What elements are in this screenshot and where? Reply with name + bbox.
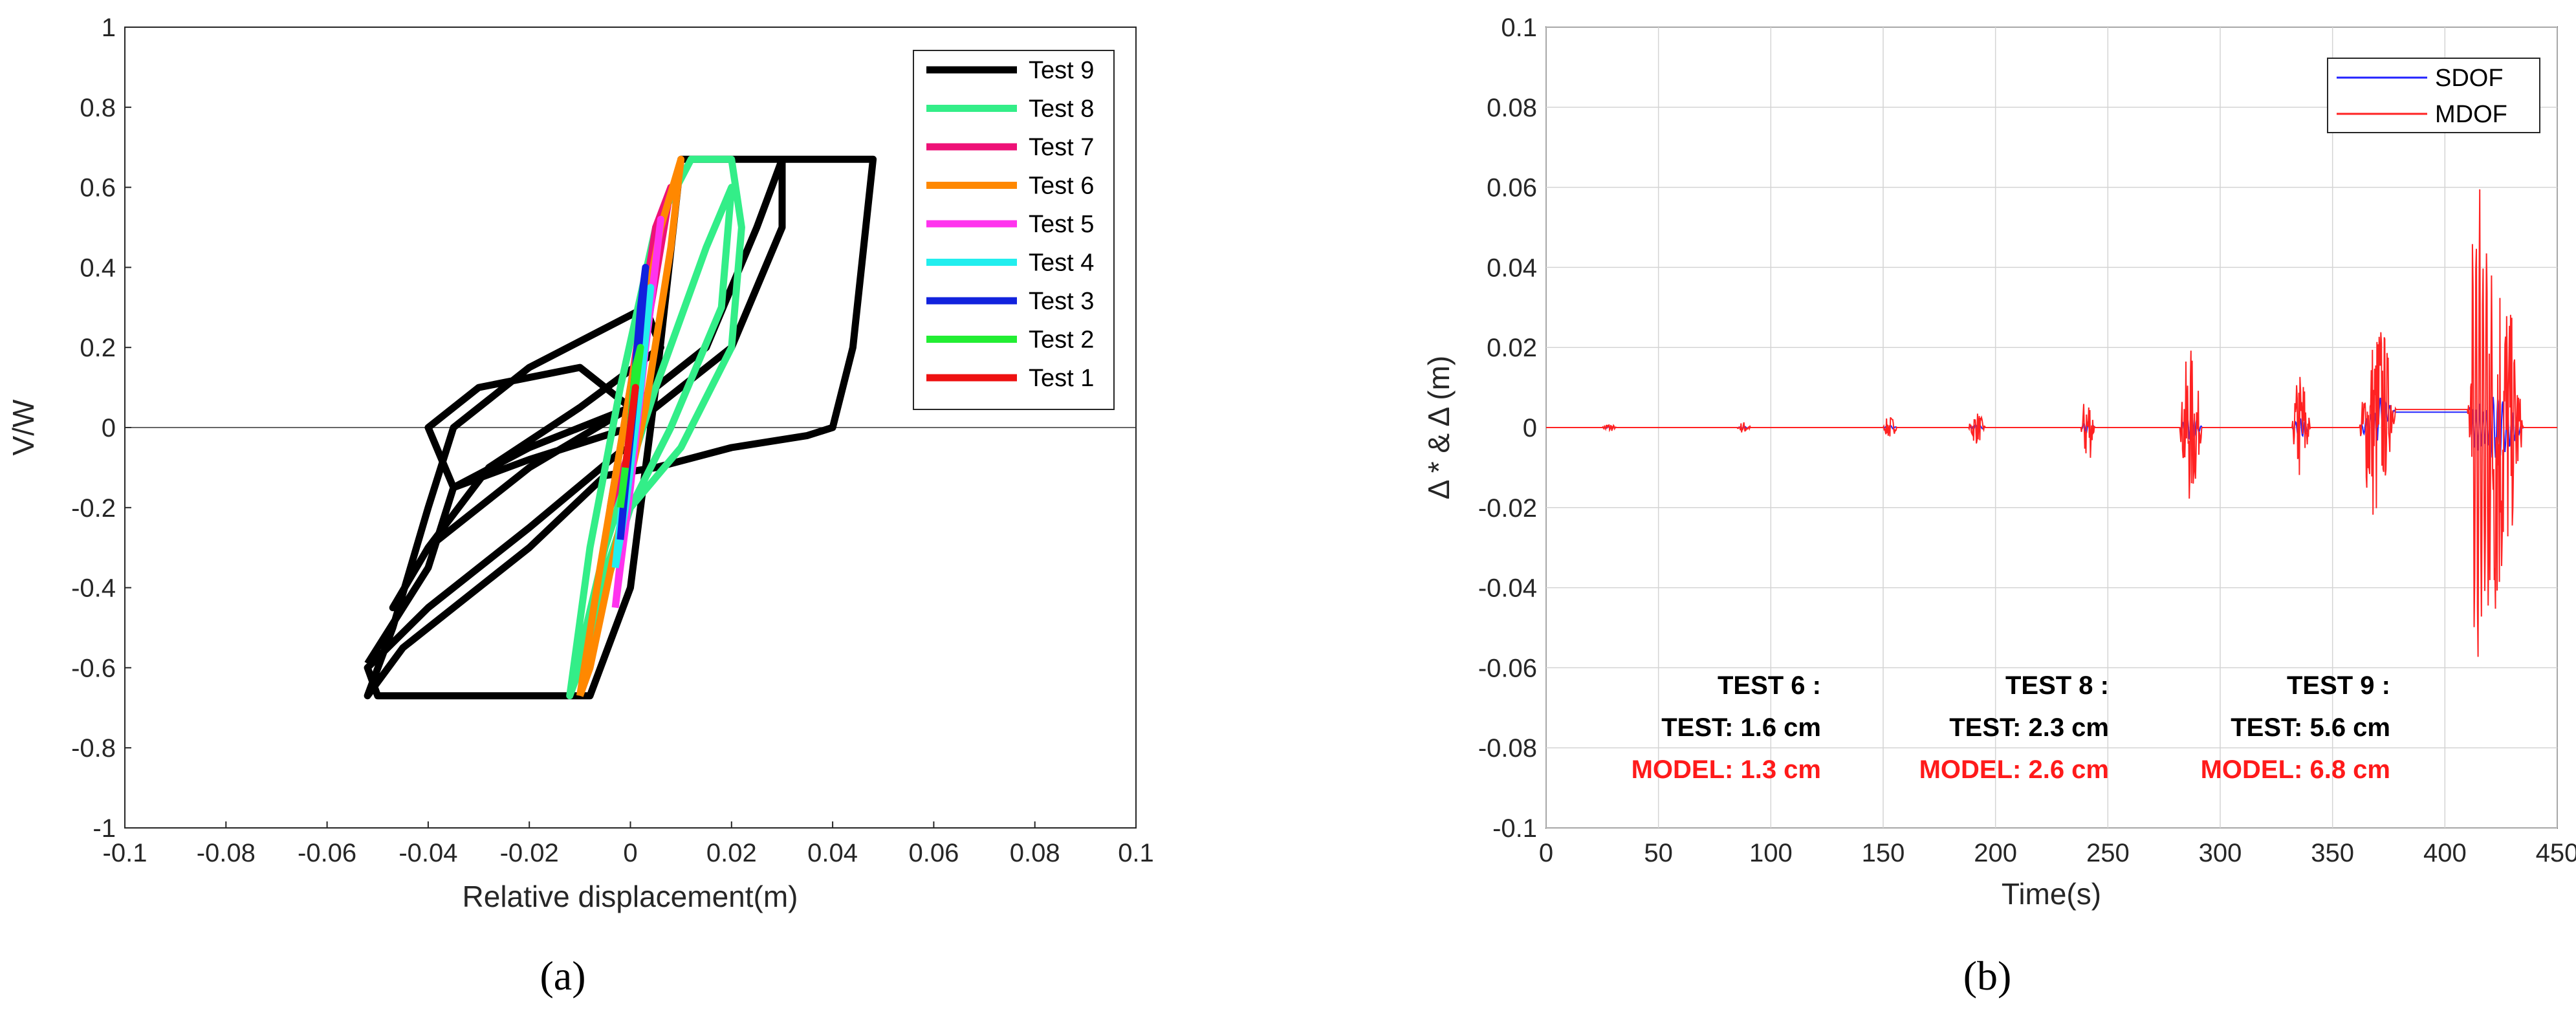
legend-entry-a: Test 9: [1029, 57, 1094, 84]
legend-entry-a: Test 5: [1029, 211, 1094, 238]
y-tick-label-a: 0: [102, 414, 116, 442]
y-ticks-a: -1 -0.8 -0.6 -0.4 -0.2 0 0.2 0.4 0.6 0.8 1: [71, 14, 131, 843]
x-tick-label-a: -0.06: [298, 839, 356, 867]
x-tick-label-b: 0: [1539, 839, 1553, 867]
series-line-test-9: [364, 155, 877, 700]
y-tick-label-a: -0.6: [71, 654, 116, 682]
y-tick-label-b: 0.08: [1487, 94, 1537, 122]
annotation-title: TEST 9 :: [2287, 671, 2390, 700]
y-tick-label-a: 0.6: [80, 174, 116, 202]
legend-box-b: [2327, 58, 2540, 133]
series-line-mdof: [1546, 189, 2557, 657]
y-tick-label-b: -0.1: [1492, 814, 1537, 843]
x-tick-label-b: 400: [2423, 839, 2467, 867]
y-ticks-b: -0.1 -0.08 -0.06 -0.04 -0.02 0 0.02 0.04 0.06 0.0…: [1478, 14, 1537, 843]
y-tick-label-b: -0.02: [1478, 494, 1537, 523]
annotation-test: TEST: 5.6 cm: [2231, 713, 2390, 742]
x-ticks-a: -0.1 -0.08 -0.06 -0.04 -0.02 0 0.02 0.04 0.06 0.0…: [103, 821, 1154, 867]
y-tick-label-b: -0.04: [1478, 574, 1537, 603]
y-tick-label-a: 1: [102, 14, 116, 42]
x-tick-label-a: 0.08: [1010, 839, 1060, 867]
y-tick-label-a: -0.2: [71, 494, 116, 523]
x-axis-label-b: Time(s): [2002, 877, 2101, 911]
y-tick-label-b: 0: [1523, 414, 1537, 442]
x-ticks-b: 0 50 100 150 200 250 300 350 400 450: [1539, 839, 2576, 867]
annotation-test: TEST: 1.6 cm: [1661, 713, 1821, 742]
annotations-b: TEST 6 : TEST: 1.6 cm MODEL: 1.3 cm TEST 8 …: [1632, 671, 2390, 784]
x-tick-label-b: 250: [2086, 839, 2130, 867]
y-tick-label-a: -1: [93, 814, 116, 843]
panel-label-a: (a): [540, 953, 585, 999]
legend-a: Test 9 Test 8 Test 7 Test 6 Test 5 Test 4 Test…: [913, 50, 1115, 410]
y-tick-label-b: 0.04: [1487, 254, 1537, 282]
x-tick-label-a: 0.06: [908, 839, 959, 867]
x-axis-label-a: Relative displacement(m): [463, 880, 798, 913]
panel-label-b: (b): [1963, 953, 2012, 999]
annotation-title: TEST 6 :: [1718, 671, 1821, 700]
x-tick-label-b: 350: [2311, 839, 2354, 867]
x-tick-label-a: 0.02: [706, 839, 757, 867]
legend-entry-a: Test 2: [1029, 327, 1094, 354]
y-tick-label-a: -0.8: [71, 734, 116, 763]
y-tick-label-b: 0.06: [1487, 174, 1537, 202]
y-tick-label-b: 0.02: [1487, 334, 1537, 362]
x-tick-label-b: 300: [2199, 839, 2242, 867]
x-tick-label-a: -0.1: [103, 839, 147, 867]
annotation-test: TEST: 2.3 cm: [1949, 713, 2109, 742]
y-tick-label-b: -0.08: [1478, 734, 1537, 763]
x-tick-label-b: 150: [1862, 839, 1905, 867]
legend-entry-a: Test 6: [1029, 173, 1094, 200]
x-tick-label-a: -0.04: [398, 839, 457, 867]
legend-entry-b: MDOF: [2435, 101, 2507, 128]
y-axis-label-a: V/W: [6, 399, 40, 455]
annotation-model: MODEL: 2.6 cm: [1919, 755, 2109, 784]
time-history-chart: -0.1 -0.08 -0.06 -0.04 -0.02 0 0.02 0.04 0.06 0.0…: [1422, 14, 2576, 999]
legend-entry-a: Test 4: [1029, 250, 1094, 277]
annotation-title: TEST 8 :: [2005, 671, 2109, 700]
y-tick-label-a: -0.4: [71, 574, 116, 603]
legend-b: SDOF MDOF: [2327, 58, 2540, 133]
x-tick-label-a: -0.08: [197, 839, 256, 867]
y-tick-label-b: -0.06: [1478, 654, 1537, 682]
series-group-a: [364, 155, 877, 700]
legend-entry-a: Test 1: [1029, 365, 1094, 392]
legend-entry-a: Test 7: [1029, 134, 1094, 161]
y-tick-label-a: 0.8: [80, 94, 116, 122]
y-tick-label-a: 0.4: [80, 254, 116, 282]
legend-entry-a: Test 3: [1029, 288, 1094, 315]
x-tick-label-b: 50: [1644, 839, 1673, 867]
x-tick-label-b: 450: [2536, 839, 2576, 867]
x-tick-label-a: 0.1: [1118, 839, 1154, 867]
annotation-model: MODEL: 1.3 cm: [1632, 755, 1821, 784]
hysteresis-chart: -1-0.8-0.6-0.4-0.200.20.40.60.81 -0.1 -0.…: [6, 14, 1154, 999]
x-tick-label-a: -0.02: [500, 839, 559, 867]
x-tick-label-b: 100: [1749, 839, 1793, 867]
annotation-model: MODEL: 6.8 cm: [2201, 755, 2390, 784]
series-line-test-1: [622, 384, 639, 468]
series-line-test-6: [576, 155, 685, 697]
y-axis-label-b: Δ * & Δ (m): [1422, 356, 1456, 500]
y-tick-label-a: 0.2: [80, 334, 116, 362]
x-tick-label-a: 0.04: [807, 839, 858, 867]
x-tick-label-b: 200: [1974, 839, 2017, 867]
y-tick-label-b: 0.1: [1501, 14, 1537, 42]
legend-entry-a: Test 8: [1029, 96, 1094, 123]
x-tick-label-a: 0: [623, 839, 637, 867]
legend-entry-b: SDOF: [2435, 65, 2504, 92]
